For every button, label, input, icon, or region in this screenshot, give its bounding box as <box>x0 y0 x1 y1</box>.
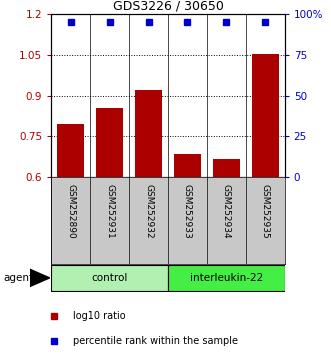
Polygon shape <box>30 269 50 287</box>
Bar <box>213 159 240 177</box>
Bar <box>174 154 201 177</box>
Text: GSM252934: GSM252934 <box>222 184 231 239</box>
Title: GDS3226 / 30650: GDS3226 / 30650 <box>113 0 223 13</box>
Text: GSM252931: GSM252931 <box>105 184 114 239</box>
Bar <box>168 265 285 291</box>
Text: GSM252932: GSM252932 <box>144 184 153 239</box>
Text: percentile rank within the sample: percentile rank within the sample <box>73 336 238 346</box>
Bar <box>96 108 123 177</box>
Text: agent: agent <box>3 273 33 283</box>
Text: GSM252935: GSM252935 <box>261 184 270 239</box>
Bar <box>135 90 162 177</box>
Bar <box>57 124 84 177</box>
Text: GSM252890: GSM252890 <box>66 184 75 239</box>
Text: control: control <box>91 273 128 283</box>
Text: GSM252933: GSM252933 <box>183 184 192 239</box>
Text: log10 ratio: log10 ratio <box>73 311 126 321</box>
Bar <box>252 53 279 177</box>
Bar <box>51 265 168 291</box>
Text: interleukin-22: interleukin-22 <box>190 273 263 283</box>
